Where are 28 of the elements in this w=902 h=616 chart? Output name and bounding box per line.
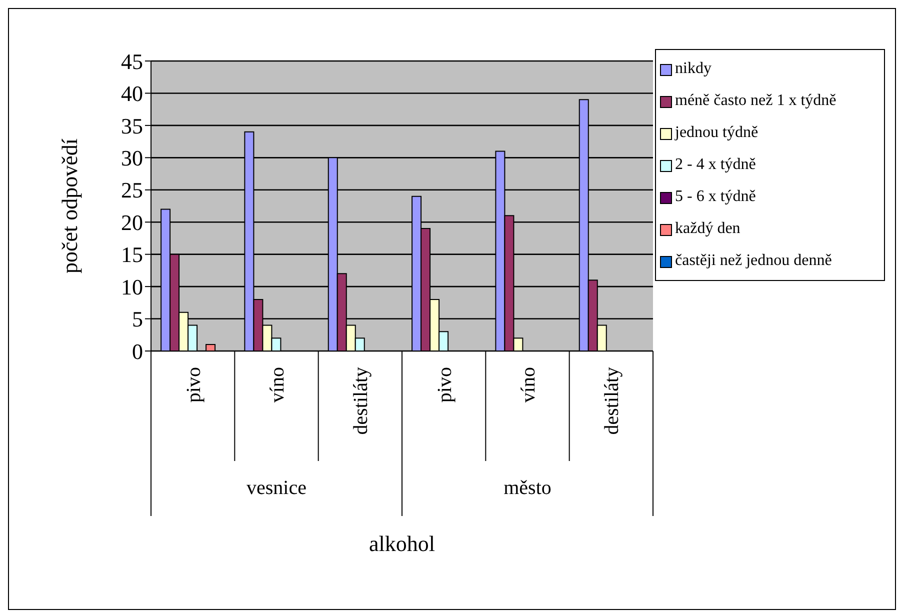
legend-label: nikdy — [675, 60, 712, 78]
y-tick-label: 0 — [132, 338, 143, 364]
x-axis-title: alkohol — [369, 531, 435, 556]
legend-label: 2 - 4 x týdně — [675, 156, 756, 174]
y-tick-label: 25 — [121, 178, 143, 203]
x-tick-label: destiláty — [350, 367, 372, 435]
y-tick-label: 20 — [121, 210, 143, 235]
legend-label: 5 - 6 x týdně — [675, 188, 756, 206]
legend-label: jednou týdně — [675, 124, 758, 142]
legend-label: méně často než 1 x týdně — [675, 92, 836, 110]
bar — [206, 344, 216, 351]
y-tick-label: 45 — [121, 48, 143, 74]
y-tick-label: 15 — [121, 242, 143, 268]
x-tick-label: pivo — [182, 367, 205, 403]
y-tick-label: 40 — [121, 81, 143, 106]
y-tick-label: 30 — [121, 145, 143, 170]
legend-label: každý den — [675, 220, 740, 238]
y-tick-label: 10 — [121, 274, 143, 300]
y-tick-label: 5 — [132, 306, 143, 332]
x-tick-label: pivo — [434, 367, 456, 403]
text: město — [504, 477, 552, 499]
text: vesnice — [246, 477, 307, 499]
x-tick-label: víno — [266, 367, 288, 403]
legend-label: častěji než jednou denně — [675, 252, 832, 270]
y-axis-title: počet odpovědí — [56, 138, 82, 274]
x-tick-label: destiláty — [601, 367, 624, 435]
x-tick-label: víno — [518, 367, 540, 403]
y-tick-label: 35 — [121, 113, 143, 138]
